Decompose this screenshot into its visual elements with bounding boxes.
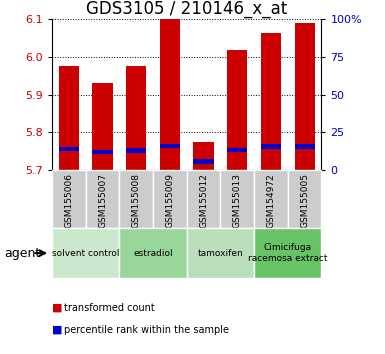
Text: estradiol: estradiol [133,249,173,258]
Bar [261,144,281,149]
Bar [119,228,187,278]
Text: GSM155013: GSM155013 [233,173,242,228]
Bar [193,142,214,170]
Bar [52,170,85,228]
Text: tamoxifen: tamoxifen [198,249,243,258]
Bar [59,67,79,170]
Bar [92,150,112,154]
Bar [119,170,153,228]
Bar [187,170,220,228]
Bar [126,67,146,170]
Text: ■: ■ [52,325,62,335]
Title: GDS3105 / 210146_x_at: GDS3105 / 210146_x_at [86,0,287,18]
Bar [92,84,112,170]
Text: Cimicifuga
racemosa extract: Cimicifuga racemosa extract [248,244,328,263]
Bar [160,19,180,170]
Bar [220,170,254,228]
Text: GSM155009: GSM155009 [166,173,174,228]
Text: agent: agent [4,247,40,259]
Text: GSM155007: GSM155007 [98,173,107,228]
Bar [254,228,321,278]
Text: GSM155008: GSM155008 [132,173,141,228]
Bar [254,170,288,228]
Text: transformed count: transformed count [64,303,154,313]
Bar [126,148,146,153]
Bar [227,148,247,152]
Text: ■: ■ [52,303,62,313]
Text: GSM155005: GSM155005 [300,173,309,228]
Bar [288,170,321,228]
Text: GSM155006: GSM155006 [64,173,73,228]
Bar [52,228,119,278]
Text: GSM155012: GSM155012 [199,173,208,228]
Bar [85,170,119,228]
Bar [295,23,315,170]
Text: GSM154972: GSM154972 [266,173,275,228]
Bar [153,170,187,228]
Bar [187,228,254,278]
Text: percentile rank within the sample: percentile rank within the sample [64,325,229,335]
Bar [59,147,79,152]
Bar [160,144,180,148]
Bar [227,50,247,170]
Text: solvent control: solvent control [52,249,119,258]
Bar [295,144,315,149]
Bar [261,33,281,170]
Bar [193,159,214,164]
